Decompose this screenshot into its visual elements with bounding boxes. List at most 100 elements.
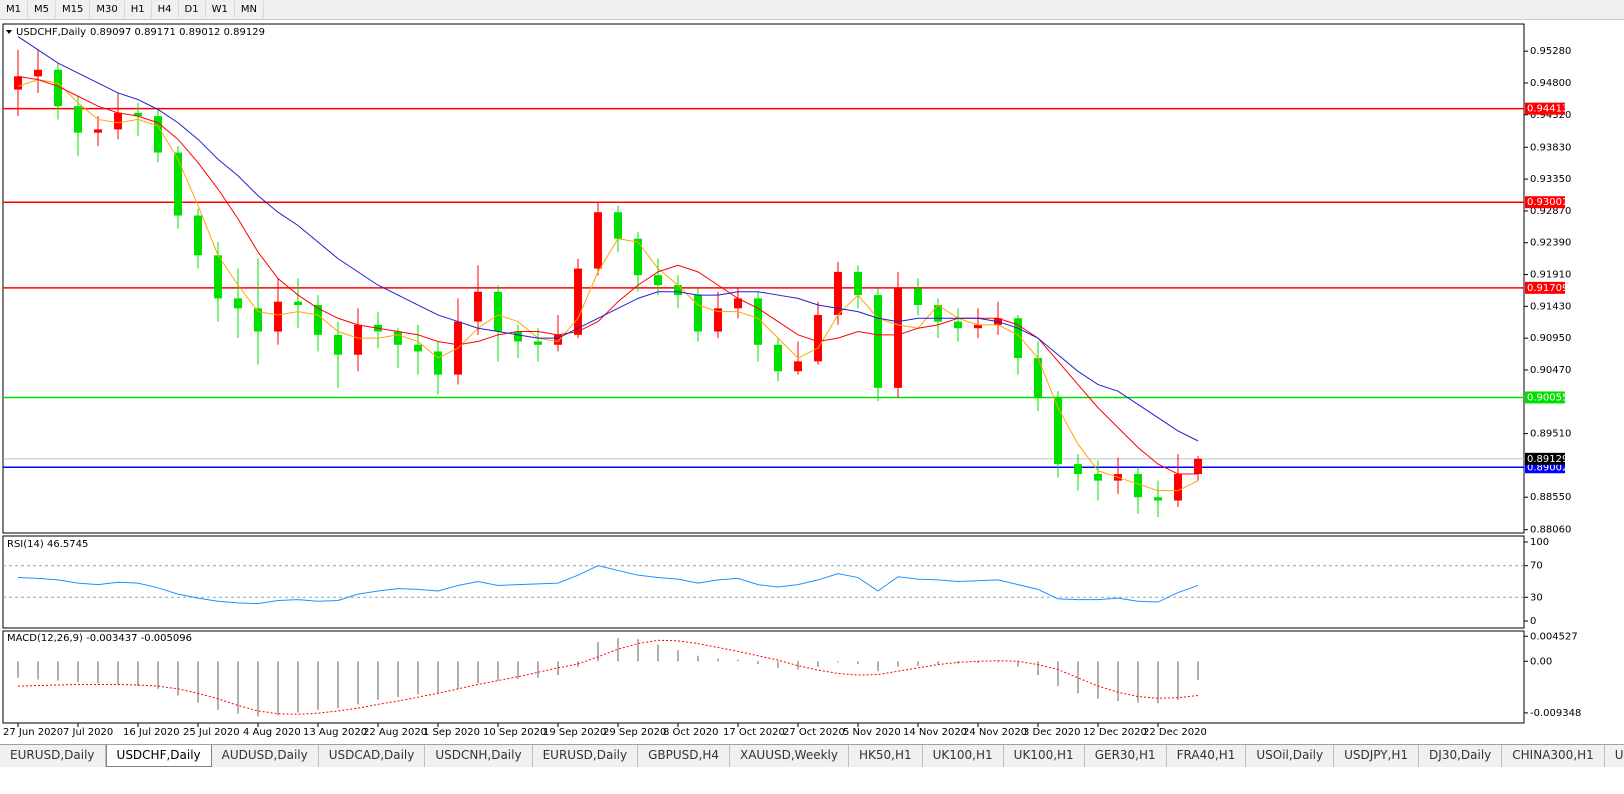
y-tick-label: 70 — [1530, 561, 1543, 572]
candle-body — [494, 291, 502, 332]
chart-tab[interactable]: UK100,H1 — [1004, 745, 1085, 767]
y-tick-label: 0.95280 — [1530, 46, 1571, 57]
candle-body — [214, 255, 222, 299]
timeframe-button[interactable]: MN — [235, 1, 264, 18]
price-level-tag — [1525, 102, 1565, 115]
price-level-tag — [1525, 196, 1565, 209]
candle-body — [314, 305, 322, 335]
chart-tab[interactable]: FRA40,H1 — [1167, 745, 1247, 767]
chart-menu-arrow — [6, 30, 12, 34]
chart-tab[interactable]: USDCHF,Daily — [105, 745, 212, 767]
x-tick-label: 22 Aug 2020 — [363, 727, 427, 738]
x-tick-label: 17 Oct 2020 — [723, 727, 785, 738]
candle-body — [914, 288, 922, 306]
x-tick-label: 4 Aug 2020 — [243, 727, 301, 738]
chart-tab[interactable]: USDCNH,Daily — [425, 745, 533, 767]
candle-body — [1194, 458, 1202, 475]
chart-tab[interactable]: AUDUSD,Daily — [212, 745, 319, 767]
rsi-line — [17, 565, 1199, 605]
x-tick-label: 22 Dec 2020 — [1143, 727, 1207, 738]
candle-body — [554, 334, 562, 345]
price-level-tag — [1525, 391, 1565, 404]
x-tick-label: 24 Nov 2020 — [963, 727, 1027, 738]
x-tick-label: 3 Dec 2020 — [1023, 727, 1081, 738]
moving-average — [17, 75, 1198, 475]
chart-title: USDCHF,Daily — [16, 27, 86, 38]
candle-body — [934, 305, 942, 322]
y-tick-label: -0.009348 — [1530, 708, 1581, 719]
candle-body — [674, 285, 682, 296]
candle-body — [174, 152, 182, 216]
candle-body — [394, 331, 402, 345]
panel-line: 100 70 30 0 — [3, 537, 1549, 627]
candle-body — [114, 112, 122, 130]
candle-body — [854, 271, 862, 296]
last-price-label: 0.89129 — [1527, 454, 1568, 465]
candle-body — [534, 341, 542, 345]
candle-body — [154, 116, 162, 153]
chart-ohlc: 0.89097 0.89171 0.89012 0.89129 — [90, 27, 265, 38]
candle-body — [754, 298, 762, 345]
candle-body — [654, 275, 662, 286]
chart-tab[interactable]: UK100,H1 — [923, 745, 1004, 767]
candle-body — [194, 215, 202, 256]
candle-body — [1134, 474, 1142, 498]
candle-body — [474, 291, 482, 322]
x-tick-label: 14 Nov 2020 — [903, 727, 967, 738]
y-tick-label: 0.94320 — [1530, 110, 1571, 121]
price-level-label: 0.94413 — [1527, 104, 1568, 115]
x-tick-label: 27 Jun 2020 — [3, 727, 63, 738]
x-tick-label: 16 Jul 2020 — [123, 727, 180, 738]
y-tick-label: 0.92870 — [1530, 206, 1571, 217]
panel-candlestick: 0.95280 0.94800 0.94320 0.93830 0.93350 0.928… — [3, 36, 1571, 536]
chart-tab[interactable]: EURUSD,Daily — [533, 745, 639, 767]
candle-body — [294, 301, 302, 306]
candle-body — [1014, 318, 1022, 359]
chart-tab[interactable]: USDCAD,Daily — [319, 745, 426, 767]
timeframe-button[interactable]: M5 — [28, 1, 56, 18]
price-level-label: 0.93001 — [1527, 197, 1568, 208]
candle-body — [574, 268, 582, 335]
x-tick-label: 29 Sep 2020 — [603, 727, 666, 738]
candle-body — [874, 295, 882, 388]
candle-body — [1154, 497, 1162, 501]
timeframe-button[interactable]: M30 — [90, 1, 125, 18]
timeframe-button[interactable]: H4 — [152, 1, 179, 18]
timeframe-button[interactable]: H1 — [125, 1, 152, 18]
candle-body — [514, 331, 522, 342]
y-tick-label: 0.94800 — [1530, 78, 1571, 89]
candle-body — [594, 212, 602, 269]
price-level-label: 0.91709 — [1527, 283, 1568, 294]
chart-tab[interactable]: EURUSD,Daily — [0, 745, 106, 767]
macd-panel — [2, 630, 1525, 724]
y-tick-label: 0.90950 — [1530, 333, 1571, 344]
timeframe-button[interactable]: M1 — [0, 1, 28, 18]
chart-tab[interactable]: USDJPY,H1 — [1334, 745, 1420, 767]
chart-tab[interactable]: USOil,Daily — [1246, 745, 1335, 767]
chart-tab[interactable]: XAUUSD,Weekly — [730, 745, 849, 767]
y-tick-label: 0.92390 — [1530, 238, 1571, 249]
candle-body — [714, 308, 722, 332]
candle-body — [274, 301, 282, 332]
y-tick-label: 0.88060 — [1530, 525, 1571, 536]
candle-body — [954, 321, 962, 329]
chart-tab[interactable]: HK50,H1 — [849, 745, 923, 767]
price-level-label: 0.89002 — [1527, 462, 1568, 473]
chart-tab[interactable]: CHINA300,H1 — [1502, 745, 1605, 767]
chart-tab[interactable]: DJ30,Daily — [1419, 745, 1503, 767]
timeframe-button[interactable]: D1 — [179, 1, 206, 18]
chart-tab[interactable]: GER30,H1 — [1085, 745, 1167, 767]
timeframe-button[interactable]: M15 — [56, 1, 91, 18]
candle-body — [734, 298, 742, 309]
y-tick-label: 0 — [1530, 616, 1536, 627]
chart-tab[interactable]: US — [1605, 745, 1624, 767]
chart-tab[interactable]: GBPUSD,H4 — [638, 745, 730, 767]
candle-body — [334, 334, 342, 355]
candle-body — [434, 351, 442, 375]
candle-body — [794, 361, 802, 372]
x-tick-label: 25 Jul 2020 — [183, 727, 240, 738]
y-tick-label: 0.93830 — [1530, 142, 1571, 153]
timeframe-button[interactable]: W1 — [206, 1, 235, 18]
x-tick-label: 27 Oct 2020 — [783, 727, 845, 738]
candle-body — [254, 308, 262, 332]
